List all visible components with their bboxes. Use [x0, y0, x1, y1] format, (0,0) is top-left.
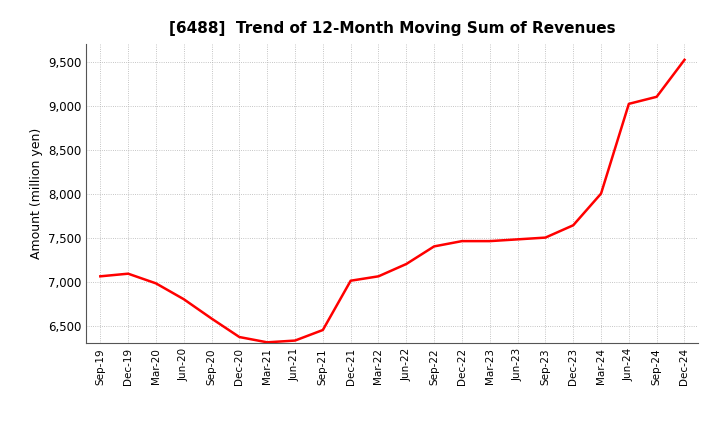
Y-axis label: Amount (million yen): Amount (million yen): [30, 128, 42, 259]
Title: [6488]  Trend of 12-Month Moving Sum of Revenues: [6488] Trend of 12-Month Moving Sum of R…: [169, 21, 616, 36]
